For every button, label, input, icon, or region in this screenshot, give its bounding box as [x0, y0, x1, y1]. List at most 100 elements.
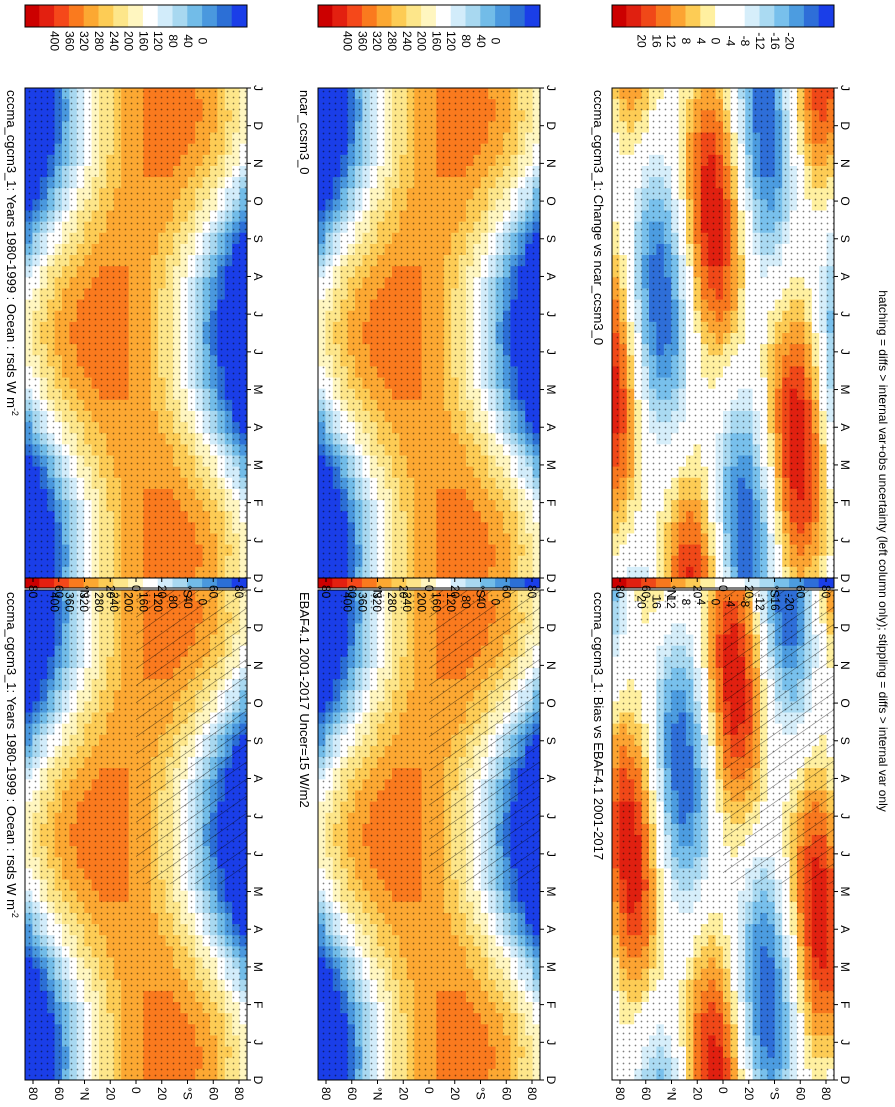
- x-tick-label: A: [251, 423, 265, 431]
- colorbar-swatch: [232, 5, 247, 27]
- colorbar-label: 200: [415, 592, 429, 612]
- x-tick-label: S: [251, 737, 265, 745]
- colorbar-swatch: [128, 5, 143, 27]
- x-tick-label: D: [251, 121, 265, 130]
- x-tick-label: A: [544, 774, 558, 782]
- colorbar-label: 160: [136, 31, 150, 51]
- y-tick-label: 60: [345, 1087, 359, 1101]
- x-tick-label: J: [544, 587, 558, 593]
- x-tick-label: J: [251, 311, 265, 317]
- x-tick-label: A: [251, 774, 265, 782]
- x-tick-label: M: [544, 962, 558, 972]
- x-tick-label: F: [544, 1001, 558, 1008]
- colorbar-swatch: [99, 5, 114, 27]
- colorbar-label: 200: [122, 31, 136, 51]
- x-tick-label: M: [251, 460, 265, 470]
- y-tick-label: 80: [525, 1087, 539, 1101]
- colorbar-label: 160: [136, 592, 150, 612]
- x-tick-label: M: [251, 385, 265, 395]
- colorbar-label: 40: [181, 34, 195, 48]
- panel-title: EBAF4.1 2001-2017 Uncer=15 W/m2: [297, 592, 312, 808]
- x-tick-label: D: [544, 1076, 558, 1085]
- colorbar-label: 320: [77, 31, 91, 51]
- x-tick-label: J: [251, 587, 265, 593]
- colorbar-label: 160: [429, 592, 443, 612]
- x-tick-label: N: [251, 661, 265, 670]
- rotated-page: cccma_cgcm3_1: Years 1980-1999 : Ocean :…: [4, 5, 890, 1101]
- colorbar-swatch: [113, 5, 128, 27]
- colorbar-swatch: [54, 5, 69, 27]
- hatching: [136, 590, 247, 884]
- x-tick-label: J: [251, 349, 265, 355]
- x-tick-label: S: [544, 737, 558, 745]
- colorbar-label: 200: [122, 592, 136, 612]
- colorbar-label: 80: [166, 34, 180, 48]
- panel-2: EBAF4.1 2001-2017 Uncer=15 W/m2 D J F M A M J J A…: [297, 566, 558, 1101]
- colorbar-swatch: [158, 5, 173, 27]
- y-tick-label: 60: [206, 1087, 220, 1101]
- x-tick-label: S: [251, 235, 265, 243]
- x-tick-label: N: [544, 661, 558, 670]
- y-tick-label: °N: [78, 585, 92, 598]
- panel-field: [317, 590, 540, 1081]
- x-tick-label: D: [544, 623, 558, 632]
- x-tick-label: A: [544, 925, 558, 933]
- hatching: [429, 590, 540, 884]
- stippling: [25, 88, 247, 578]
- x-tick-label: A: [251, 925, 265, 933]
- x-tick-label: M: [251, 962, 265, 972]
- x-tick-label: J: [251, 537, 265, 543]
- panel-title: cccma_cgcm3_1: Years 1980-1999 : Ocean :…: [4, 592, 20, 918]
- x-tick-label: O: [544, 698, 558, 707]
- panel-field: [24, 590, 247, 1081]
- y-tick-label: °N: [78, 1087, 92, 1100]
- y-tick-label: 60: [499, 1087, 513, 1101]
- y-tick-label: °S: [181, 1087, 195, 1100]
- y-tick-label: 0: [129, 585, 143, 592]
- colorbar-label: 280: [92, 31, 106, 51]
- colorbar-swatch: [84, 5, 99, 27]
- panel-field: [24, 88, 247, 579]
- y-tick-label: 0: [422, 1087, 436, 1094]
- y-tick-label: 80: [232, 1087, 246, 1101]
- y-tick-label: 20: [396, 1087, 410, 1101]
- x-tick-label: O: [251, 698, 265, 707]
- colorbar-swatch: [143, 5, 158, 27]
- panel-0: cccma_cgcm3_1: Years 1980-1999 : Ocean :…: [4, 566, 265, 1101]
- y-tick-label: °N: [371, 1087, 385, 1100]
- colorbar-swatch: [173, 5, 188, 27]
- colorbar-label: 0: [196, 38, 210, 45]
- y-tick-label: 0: [129, 1087, 143, 1094]
- panel-title: cccma_cgcm3_1: Years 1980-1999 : Ocean :…: [4, 90, 20, 416]
- colorbar-label: 400: [48, 31, 62, 51]
- y-tick-label: 20: [103, 585, 117, 599]
- y-tick-label: 20: [155, 1087, 169, 1101]
- y-tick-label: 60: [52, 585, 66, 599]
- x-tick-label: J: [544, 813, 558, 819]
- x-tick-label: D: [251, 1076, 265, 1085]
- panels: cccma_cgcm3_1: Years 1980-1999 : Ocean :…: [4, 5, 852, 1101]
- x-tick-label: F: [251, 499, 265, 506]
- y-tick-label: 20: [103, 1087, 117, 1101]
- y-tick-label: °S: [474, 1087, 488, 1100]
- y-tick-label: °S: [181, 585, 195, 598]
- y-tick-label: 80: [26, 1087, 40, 1101]
- colorbar-swatch: [202, 5, 217, 27]
- colorbar-swatch: [39, 5, 54, 27]
- x-tick-label: F: [251, 1001, 265, 1008]
- y-tick-label: 80: [232, 585, 246, 599]
- x-tick-label: J: [544, 851, 558, 857]
- x-tick-label: J: [251, 813, 265, 819]
- x-tick-label: A: [251, 272, 265, 280]
- x-tick-label: J: [251, 851, 265, 857]
- y-tick-label: 80: [319, 1087, 333, 1101]
- x-tick-label: M: [544, 887, 558, 897]
- y-tick-label: 80: [26, 585, 40, 599]
- colorbar-label: 0: [196, 599, 210, 606]
- x-tick-label: N: [251, 159, 265, 168]
- x-tick-label: D: [251, 623, 265, 632]
- y-tick-label: 60: [206, 585, 220, 599]
- colorbar-swatch: [187, 5, 202, 27]
